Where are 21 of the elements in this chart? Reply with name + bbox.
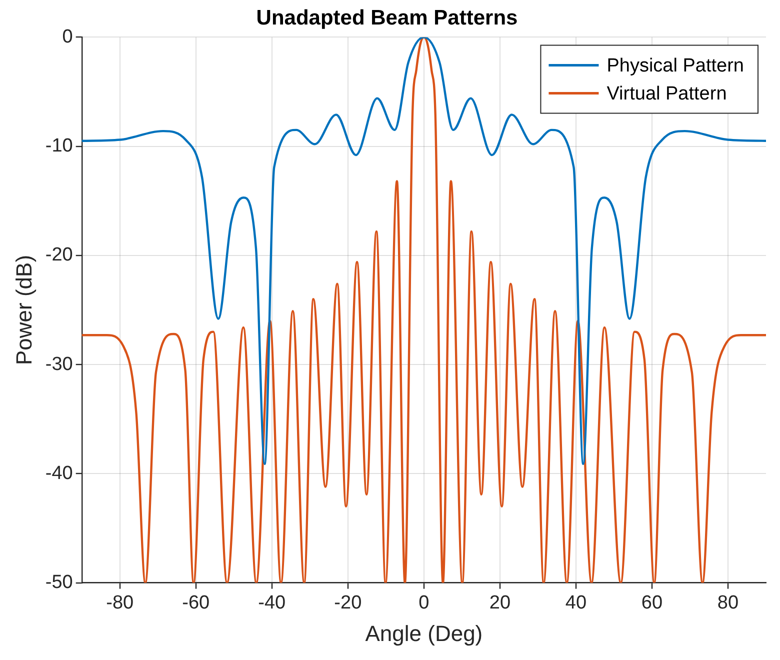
y-tick-label: -10: [45, 136, 73, 157]
x-tick-label: 80: [717, 592, 739, 614]
legend-label: Physical Pattern: [606, 55, 744, 76]
y-tick-label: -30: [45, 354, 73, 375]
x-axis-title: Angle (Deg): [365, 620, 483, 646]
y-tick-label: -50: [45, 572, 73, 594]
x-tick-label: 0: [418, 592, 430, 614]
x-tick-label: -20: [334, 592, 362, 614]
y-tick-label: 0: [62, 26, 73, 48]
x-tick-label: 60: [641, 592, 663, 614]
y-tick-label: -40: [45, 462, 73, 484]
legend-label: Virtual Pattern: [606, 83, 727, 104]
x-tick-label: -60: [182, 592, 210, 614]
x-tick-label: 40: [565, 592, 587, 614]
x-tick-label: -80: [106, 592, 134, 614]
chart-title: Unadapted Beam Patterns: [256, 6, 518, 30]
x-tick-label: -40: [258, 592, 286, 614]
y-tick-label: -20: [45, 244, 73, 266]
x-tick-label: 20: [489, 592, 511, 614]
y-axis-title: Power (dB): [11, 254, 36, 366]
line-series: [82, 37, 766, 465]
